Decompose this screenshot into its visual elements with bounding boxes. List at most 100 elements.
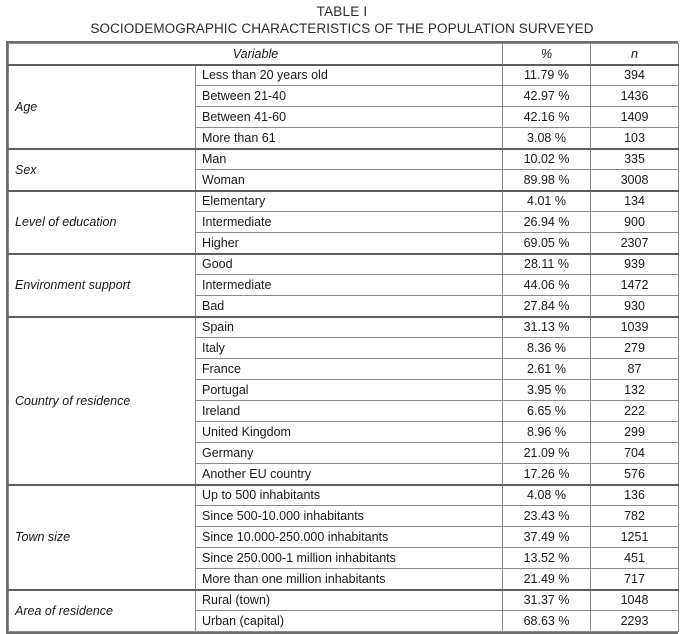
count-cell: 2307 (590, 232, 679, 254)
category-label-cell: France (195, 358, 503, 380)
count-cell: 103 (590, 127, 679, 149)
count-cell: 1436 (590, 85, 679, 107)
category-label-cell: Between 41-60 (195, 106, 503, 128)
table-container: Variable % n Age Less than 20 years old 11… (6, 41, 679, 634)
percent-cell: 6.65 % (502, 400, 591, 422)
table-row: Age Less than 20 years old 11.79 % 394 (8, 63, 679, 149)
percent-cell: 8.36 % (502, 337, 591, 359)
percent-cell: 2.61 % (502, 358, 591, 380)
count-cell: 704 (590, 442, 679, 464)
sociodemographic-table: Variable % n Age Less than 20 years old 11… (8, 43, 679, 632)
count-cell: 299 (590, 421, 679, 443)
category-label-cell: Man (195, 147, 503, 170)
category-label-cell: Between 21-40 (195, 85, 503, 107)
count-cell: 87 (590, 358, 679, 380)
variable-group-label: Sex (8, 147, 196, 191)
category-label-cell: Urban (capital) (195, 610, 503, 632)
percent-cell: 8.96 % (502, 421, 591, 443)
category-label-cell: Woman (195, 169, 503, 191)
table-row: Higher 69.05 % 2307 (9, 232, 679, 254)
table-row: Sex Man 10.02 % 335 (8, 147, 679, 191)
table-row: Italy 8.36 % 279 (9, 337, 679, 359)
variable-group-label: Country of residence (8, 315, 196, 485)
percent-cell: 4.08 % (502, 483, 591, 506)
table-row: Ireland 6.65 % 222 (9, 400, 679, 422)
count-cell: 930 (590, 295, 679, 317)
table-row: Bad 27.84 % 930 (9, 295, 679, 317)
percent-cell: 69.05 % (502, 232, 591, 254)
percent-cell: 3.95 % (502, 379, 591, 401)
table-header: Variable % n (8, 43, 679, 65)
count-cell: 1251 (590, 526, 679, 548)
category-label-cell: Up to 500 inhabitants (195, 483, 503, 506)
count-cell: 451 (590, 547, 679, 569)
variable-group-label: Level of education (8, 189, 196, 254)
table-row: Between 21-40 42.97 % 1436 (9, 85, 679, 107)
count-cell: 132 (590, 379, 679, 401)
count-cell: 1409 (590, 106, 679, 128)
category-label-cell: Another EU country (195, 463, 503, 485)
count-cell: 335 (590, 147, 679, 170)
table-row: Country of residence Spain 31.13 % 1039 (8, 315, 679, 485)
percent-cell: 42.16 % (502, 106, 591, 128)
count-cell: 1039 (590, 315, 679, 338)
category-label-cell: Since 10.000-250.000 inhabitants (195, 526, 503, 548)
percent-cell: 3.08 % (502, 127, 591, 149)
percent-cell: 11.79 % (502, 63, 591, 86)
category-label-cell: Germany (195, 442, 503, 464)
column-header-n: n (590, 43, 679, 65)
count-cell: 136 (590, 483, 679, 506)
count-cell: 3008 (590, 169, 679, 191)
category-label-cell: United Kingdom (195, 421, 503, 443)
count-cell: 394 (590, 63, 679, 86)
variable-group-label: Area of residence (8, 588, 196, 632)
table-row: Intermediate 44.06 % 1472 (9, 274, 679, 296)
percent-cell: 4.01 % (502, 189, 591, 212)
table-title-block: TABLE I SOCIODEMOGRAPHIC CHARACTERISTICS… (0, 0, 684, 37)
category-label-cell: Italy (195, 337, 503, 359)
category-label-cell: Bad (195, 295, 503, 317)
percent-cell: 89.98 % (502, 169, 591, 191)
table-row: Between 41-60 42.16 % 1409 (9, 106, 679, 128)
variable-group-label: Town size (8, 483, 196, 590)
count-cell: 576 (590, 463, 679, 485)
category-label-cell: More than 61 (195, 127, 503, 149)
table-row: Area of residence Rural (town) 31.37 % 1048 (8, 588, 679, 632)
table-row: Town size Up to 500 inhabitants 4.08 % 136 (8, 483, 679, 590)
count-cell: 900 (590, 211, 679, 233)
percent-cell: 68.63 % (502, 610, 591, 632)
category-label-cell: Since 250.000-1 million inhabitants (195, 547, 503, 569)
count-cell: 279 (590, 337, 679, 359)
percent-cell: 10.02 % (502, 147, 591, 170)
category-label-cell: Spain (195, 315, 503, 338)
category-label-cell: Intermediate (195, 211, 503, 233)
category-label-cell: Intermediate (195, 274, 503, 296)
table-row: Portugal 3.95 % 132 (9, 379, 679, 401)
table-row: Intermediate 26.94 % 900 (9, 211, 679, 233)
category-label-cell: Since 500-10.000 inhabitants (195, 505, 503, 527)
count-cell: 1472 (590, 274, 679, 296)
column-header-variable: Variable (8, 43, 503, 65)
percent-cell: 44.06 % (502, 274, 591, 296)
category-label-cell: Less than 20 years old (195, 63, 503, 86)
count-cell: 134 (590, 189, 679, 212)
percent-cell: 21.09 % (502, 442, 591, 464)
table-row: United Kingdom 8.96 % 299 (9, 421, 679, 443)
table-body: Age Less than 20 years old 11.79 % 394 Betwe… (8, 63, 679, 632)
percent-cell: 27.84 % (502, 295, 591, 317)
category-label-cell: Higher (195, 232, 503, 254)
table-row: Since 10.000-250.000 inhabitants 37.49 % 1… (9, 526, 679, 548)
category-label-cell: Ireland (195, 400, 503, 422)
variable-group-label: Environment support (8, 252, 196, 317)
table-caption: SOCIODEMOGRAPHIC CHARACTERISTICS OF THE … (90, 21, 594, 36)
count-cell: 222 (590, 400, 679, 422)
table-row: Woman 89.98 % 3008 (9, 169, 679, 191)
table-row: Level of education Elementary 4.01 % 134 (8, 189, 679, 254)
count-cell: 782 (590, 505, 679, 527)
count-cell: 939 (590, 252, 679, 275)
count-cell: 1048 (590, 588, 679, 611)
table-row: France 2.61 % 87 (9, 358, 679, 380)
column-header-percent: % (502, 43, 591, 65)
percent-cell: 23.43 % (502, 505, 591, 527)
